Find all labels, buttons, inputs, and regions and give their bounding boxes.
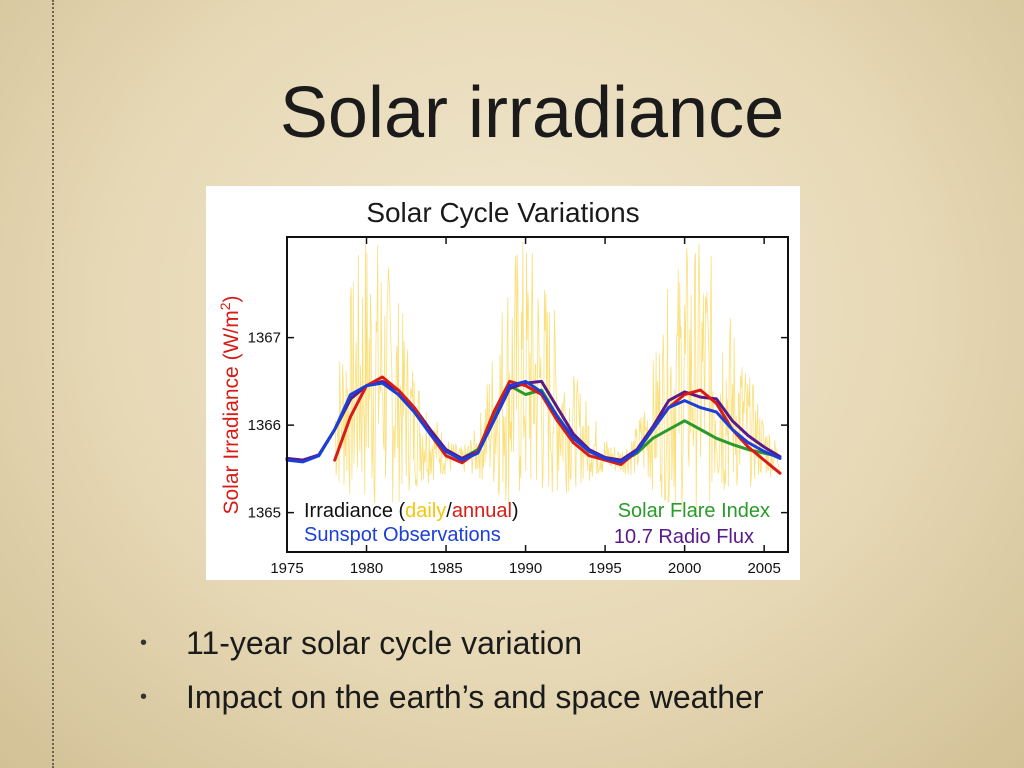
axis-ticks: 1975 1980 1985 1990 1995 2000 2005 1365 1366 1367: [248, 237, 788, 577]
legend-slash: /: [446, 500, 452, 522]
legend-irradiance: Irradiance (daily/annual): [304, 500, 519, 522]
chart-container: Solar Cycle Variations Solar Irradiance …: [206, 186, 800, 580]
y-axis-label-close: ): [220, 295, 243, 302]
bullet-marker: •: [140, 632, 148, 654]
bullet-marker: •: [140, 686, 148, 708]
x-tick-label: 1995: [588, 560, 621, 577]
y-tick-label: 1367: [248, 330, 281, 347]
series-daily-irradiance: [334, 241, 780, 515]
y-axis-label-sup: 2: [217, 302, 233, 310]
legend-sunspot-observations: Sunspot Observations: [304, 524, 501, 546]
solar-cycle-chart: Solar Cycle Variations Solar Irradiance …: [217, 197, 789, 577]
bullet-list: • 11-year solar cycle variation • Impact o…: [140, 618, 1000, 726]
x-tick-label: 1975: [270, 560, 303, 577]
x-tick-label: 2000: [668, 560, 701, 577]
legend-irradiance-suffix: ): [512, 500, 519, 522]
slide-title: Solar irradiance: [279, 73, 785, 153]
legend-annual: annual: [452, 500, 512, 522]
plot-area: [285, 241, 782, 515]
bullet-text: 11-year solar cycle variation: [186, 625, 583, 661]
series-sunspot-observations: [285, 379, 782, 464]
bullet-item: • 11-year solar cycle variation: [140, 618, 1000, 672]
legend-daily: daily: [405, 500, 446, 522]
slide-left-border: [52, 0, 54, 768]
bullet-item: • Impact on the earth’s and space weather: [140, 672, 1000, 726]
y-tick-label: 1365: [248, 505, 281, 522]
x-tick-label: 1985: [429, 560, 462, 577]
bullet-text: Impact on the earth’s and space weather: [186, 679, 764, 715]
x-tick-label: 1980: [350, 560, 383, 577]
plot-frame: [286, 236, 789, 553]
legend-irradiance-prefix: Irradiance (: [304, 500, 405, 522]
series-annual-irradiance: [333, 375, 782, 475]
y-axis-label-main: Solar Irradiance (W/m: [220, 310, 243, 514]
y-tick-label: 1366: [248, 417, 281, 434]
chart-title: Solar Cycle Variations: [366, 197, 639, 228]
chart-legend: Irradiance (daily/annual) Sunspot Observ…: [304, 500, 770, 548]
y-axis-label: Solar Irradiance (W/m2): [217, 295, 243, 514]
x-tick-label: 2005: [747, 560, 780, 577]
legend-solar-flare-index: Solar Flare Index: [618, 500, 770, 522]
legend-radio-flux: 10.7 Radio Flux: [614, 526, 754, 548]
x-tick-label: 1990: [509, 560, 542, 577]
